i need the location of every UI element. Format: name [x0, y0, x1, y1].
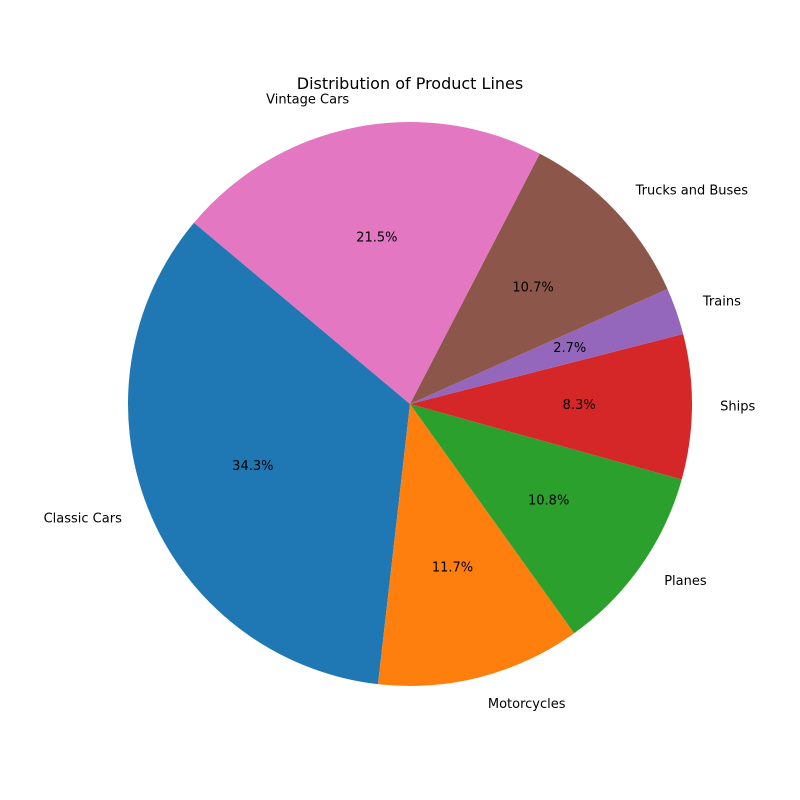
slice-percent-planes: 10.8%: [528, 493, 569, 508]
pie-slice-planes: [410, 404, 682, 634]
chart-title: Distribution of Product Lines: [297, 74, 523, 93]
pie-slice-classic-cars: [128, 222, 410, 685]
pie-slice-motorcycles: [377, 404, 575, 686]
slice-label-planes: Planes: [664, 574, 707, 589]
slice-percent-classic-cars: 34.3%: [232, 459, 273, 474]
pie-slice-trucks-and-buses: [410, 153, 668, 404]
pie-slice-vintage-cars: [193, 122, 540, 404]
slice-label-trains: Trains: [702, 294, 741, 309]
slice-percent-trains: 2.7%: [553, 341, 586, 356]
slice-label-classic-cars: Classic Cars: [44, 511, 122, 526]
pie-slices: [128, 122, 692, 686]
slice-label-vintage-cars: Vintage Cars: [266, 92, 349, 107]
slice-percent-vintage-cars: 21.5%: [356, 231, 397, 246]
slice-percent-ships: 8.3%: [563, 398, 596, 413]
pie-slice-ships: [410, 334, 692, 480]
slice-label-motorcycles: Motorcycles: [488, 697, 566, 712]
slice-percent-motorcycles: 11.7%: [432, 560, 473, 575]
pie-slice-trains: [410, 288, 684, 404]
slice-label-trucks-and-buses: Trucks and Buses: [635, 184, 749, 199]
slice-label-ships: Ships: [720, 400, 755, 415]
slice-percent-trucks-and-buses: 10.7%: [512, 280, 553, 295]
pie-labels: Classic Cars 34.3% Motorcycles 11.7% Planes 1…: [44, 92, 756, 711]
